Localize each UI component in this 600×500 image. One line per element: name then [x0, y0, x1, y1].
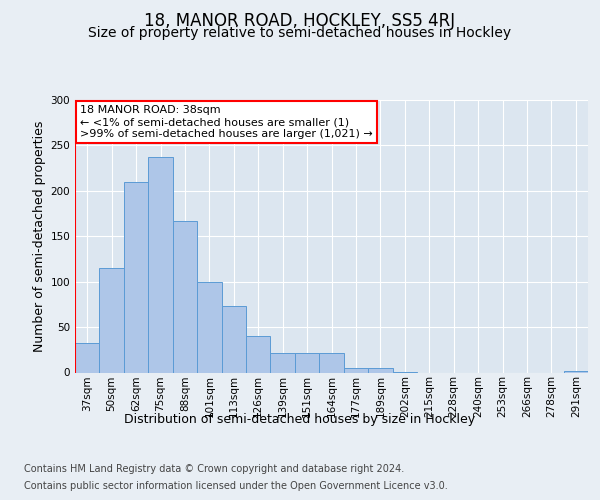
Bar	[295, 354, 319, 372]
Text: 18 MANOR ROAD: 38sqm
← <1% of semi-detached houses are smaller (1)
>99% of semi-: 18 MANOR ROAD: 38sqm ← <1% of semi-detac…	[80, 106, 373, 138]
Text: Contains public sector information licensed under the Open Government Licence v3: Contains public sector information licen…	[24, 481, 448, 491]
Text: 18, MANOR ROAD, HOCKLEY, SS5 4RJ: 18, MANOR ROAD, HOCKLEY, SS5 4RJ	[145, 12, 455, 30]
Bar	[319, 354, 344, 372]
Bar	[197, 282, 221, 372]
Bar	[75, 342, 100, 372]
Bar	[246, 336, 271, 372]
Text: Contains HM Land Registry data © Crown copyright and database right 2024.: Contains HM Land Registry data © Crown c…	[24, 464, 404, 474]
Bar	[563, 370, 588, 372]
Bar	[148, 157, 173, 372]
Bar	[271, 354, 295, 372]
Bar	[368, 368, 392, 372]
Bar	[344, 368, 368, 372]
Bar	[124, 182, 148, 372]
Bar	[173, 221, 197, 372]
Bar	[100, 268, 124, 372]
Text: Distribution of semi-detached houses by size in Hockley: Distribution of semi-detached houses by …	[124, 412, 476, 426]
Text: Size of property relative to semi-detached houses in Hockley: Size of property relative to semi-detach…	[88, 26, 512, 40]
Y-axis label: Number of semi-detached properties: Number of semi-detached properties	[33, 120, 46, 352]
Bar	[221, 306, 246, 372]
